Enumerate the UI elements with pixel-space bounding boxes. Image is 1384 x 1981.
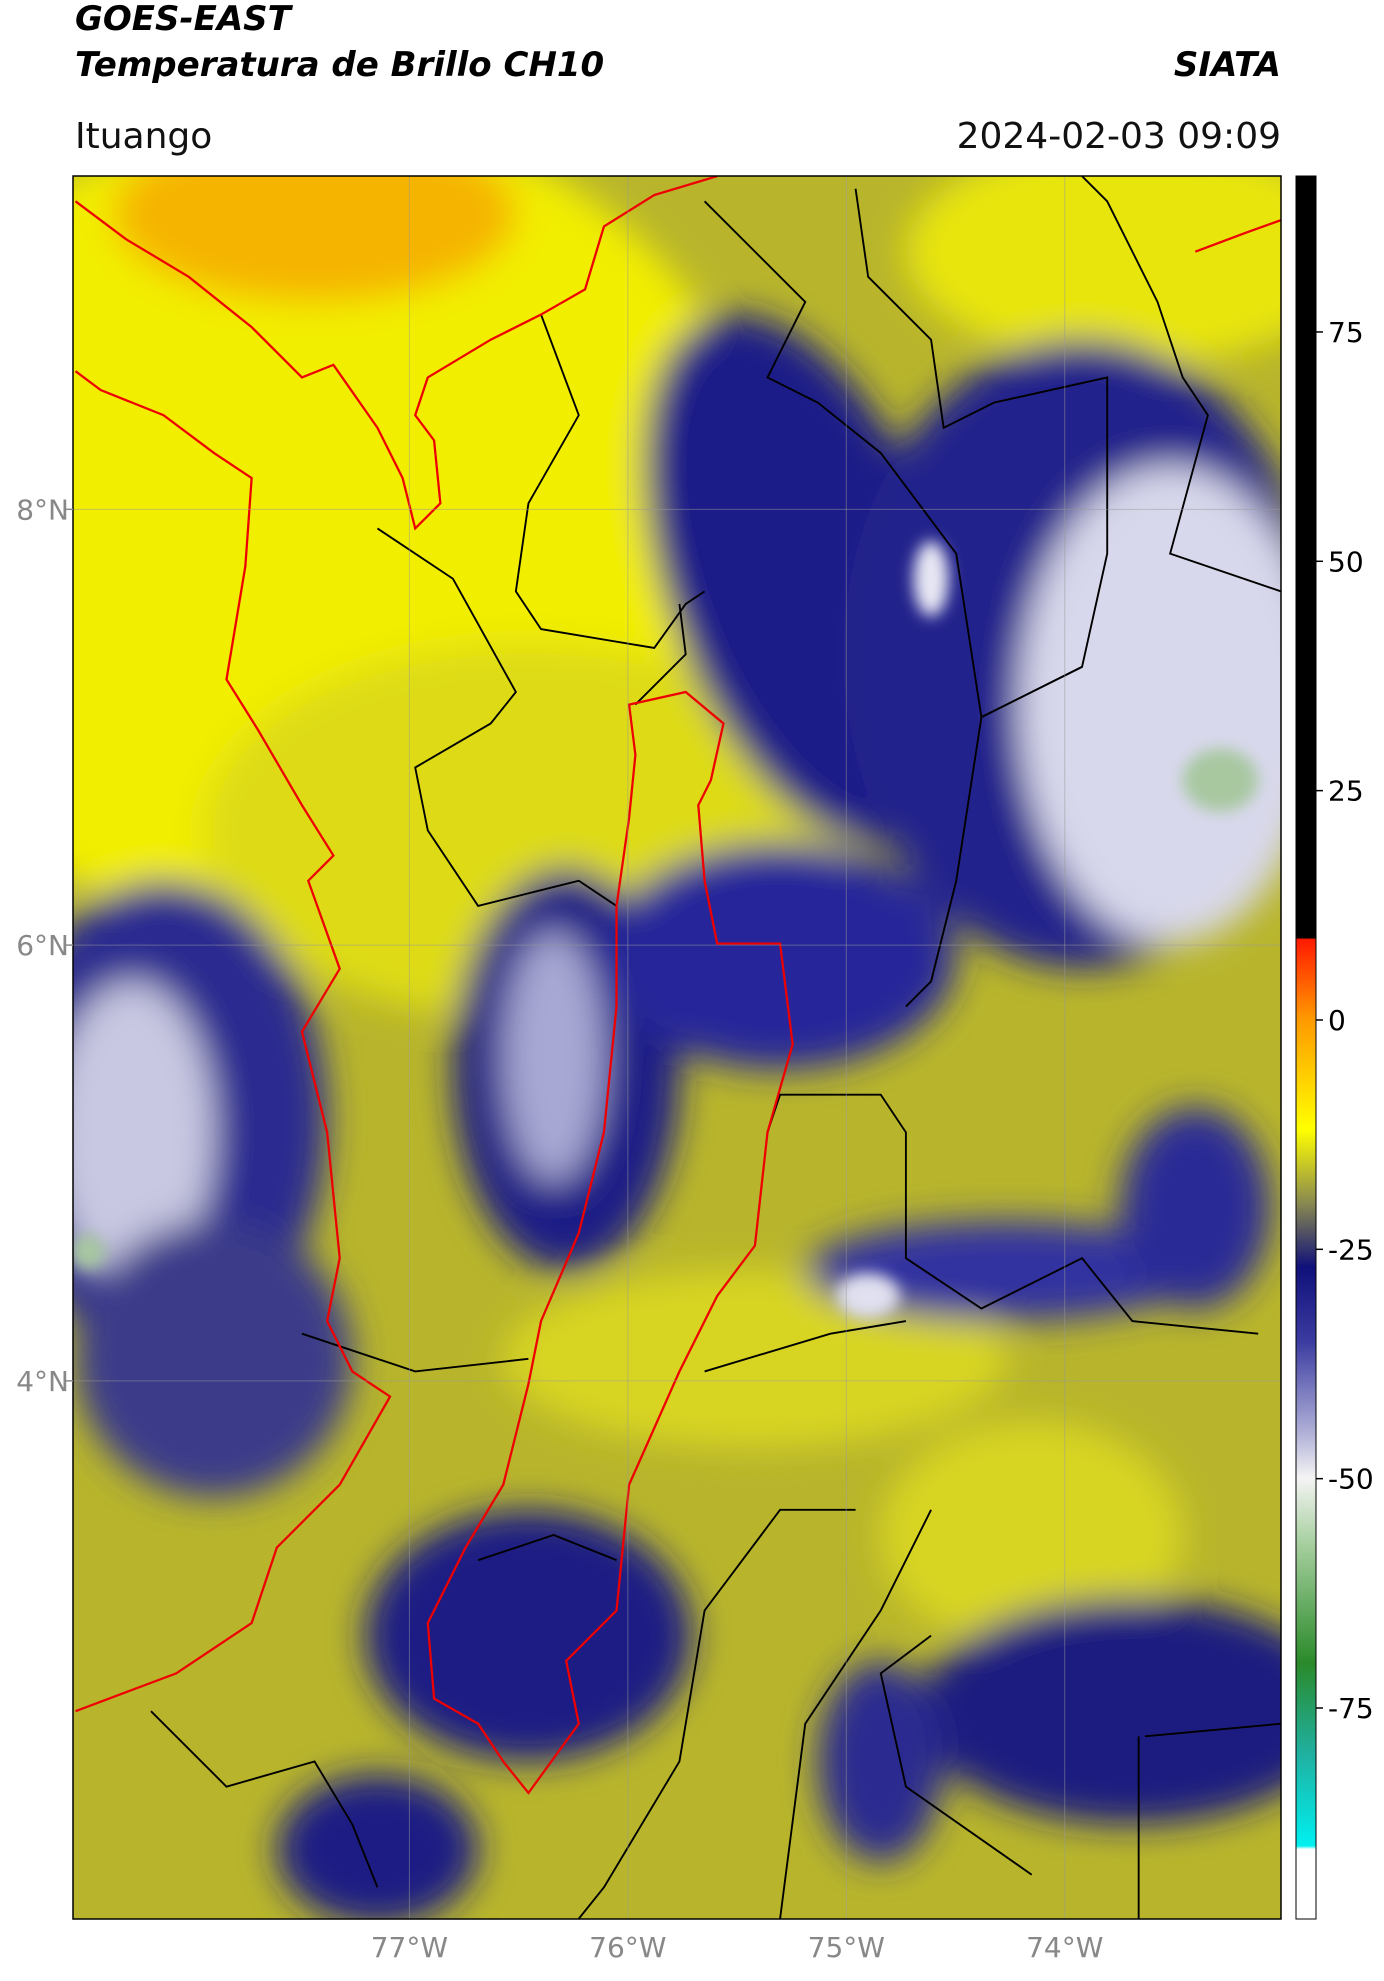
y-tick-label: 4°N: [16, 1365, 69, 1398]
graticule: [73, 176, 1281, 1919]
colorbar-tick-label: -50: [1328, 1463, 1374, 1496]
y-tick-label: 8°N: [16, 493, 69, 526]
x-tick-label: 75°W: [808, 1931, 885, 1964]
colorbar: [1295, 175, 1317, 1920]
x-tick-label: 74°W: [1026, 1931, 1103, 1964]
map-frame: [72, 175, 1282, 1920]
region: Ituango: [75, 116, 212, 157]
satellite-image: [73, 176, 1281, 1919]
y-tick-label: 6°N: [16, 929, 69, 962]
timestamp: 2024-02-03 09:09: [957, 116, 1281, 157]
colorbar-tick-label: -75: [1328, 1692, 1374, 1725]
subtitle: Temperatura de Brillo CH10: [75, 45, 604, 85]
colorbar-tick-label: 50: [1328, 545, 1364, 578]
title: GOES-EAST: [75, 0, 294, 39]
colorbar-tick-label: -25: [1328, 1233, 1374, 1266]
colorbar-tick-label: 75: [1328, 316, 1364, 349]
x-tick-label: 77°W: [371, 1931, 448, 1964]
colorbar-tick-label: 25: [1328, 775, 1364, 808]
x-tick-label: 76°W: [589, 1931, 666, 1964]
source: SIATA: [1174, 45, 1281, 85]
colorbar-tick-label: 0: [1328, 1004, 1346, 1037]
